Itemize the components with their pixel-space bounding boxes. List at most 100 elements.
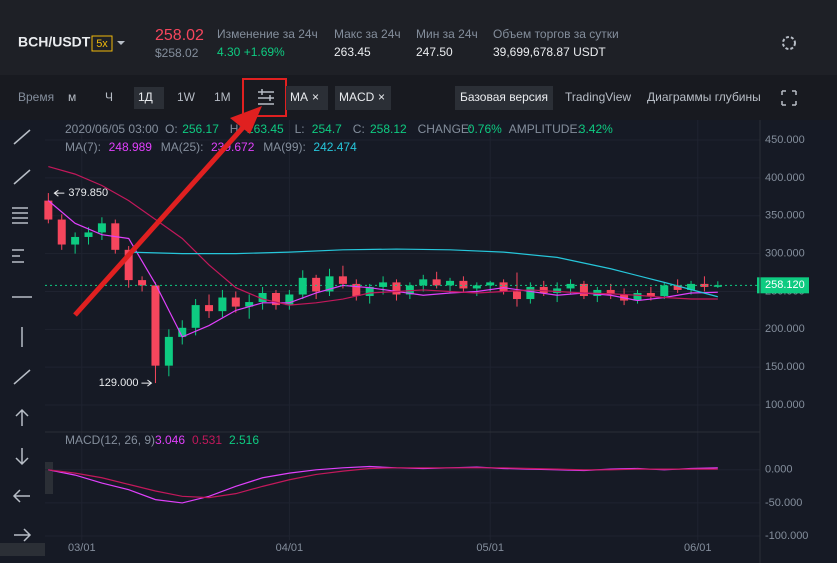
info-value: 263.45 bbox=[247, 122, 284, 136]
candle-body bbox=[472, 285, 481, 289]
annotation-arrow bbox=[141, 379, 153, 387]
fullscreen-icon[interactable] bbox=[781, 90, 797, 106]
macd-label: MACD(12, 26, 9) bbox=[65, 433, 155, 447]
info-key: O: bbox=[165, 122, 178, 136]
candle-body bbox=[138, 280, 147, 286]
last-price-tag bbox=[757, 277, 809, 294]
view-tab[interactable]: Диаграммы глубины bbox=[647, 90, 761, 104]
candle-body bbox=[486, 282, 495, 286]
interval-selected-bg bbox=[134, 87, 164, 109]
ma-line bbox=[47, 200, 718, 338]
y-tick-label: 100.000 bbox=[765, 399, 805, 411]
candle-body bbox=[245, 302, 254, 307]
indicator-tag-bg bbox=[286, 86, 328, 110]
candle-body bbox=[700, 283, 709, 287]
candle-body bbox=[566, 283, 575, 289]
last-price-label: 258.120 bbox=[765, 279, 805, 291]
stat-label: Мин за 24ч bbox=[416, 27, 478, 41]
info-value: 256.17 bbox=[182, 122, 219, 136]
indicator-icon[interactable] bbox=[258, 89, 274, 105]
stat-label: Изменение за 24ч bbox=[217, 27, 318, 41]
interval[interactable]: Ч bbox=[105, 90, 113, 104]
leverage-box[interactable] bbox=[91, 35, 113, 52]
arrow-shaft bbox=[73, 121, 249, 317]
candle-body bbox=[512, 291, 521, 300]
stat-value: 247.50 bbox=[416, 45, 453, 59]
panel-toggle[interactable] bbox=[45, 462, 53, 494]
candle-body bbox=[312, 277, 321, 292]
indicator-tag[interactable]: MACD bbox=[339, 90, 375, 104]
remove-icon[interactable]: × bbox=[312, 90, 319, 104]
y-tick-label: -50.000 bbox=[765, 497, 802, 509]
stat-value: 4.30 +1.69% bbox=[217, 45, 285, 59]
view-tab[interactable]: Базовая версия bbox=[460, 90, 548, 104]
indicator-tag[interactable]: MA bbox=[290, 90, 308, 104]
tool-ray[interactable] bbox=[13, 169, 31, 185]
dropdown[interactable] bbox=[117, 41, 125, 45]
candle-body bbox=[218, 297, 227, 312]
tool-up[interactable] bbox=[15, 408, 29, 426]
candle-body bbox=[392, 282, 401, 295]
x-tick-label: 03/01 bbox=[68, 542, 96, 554]
stat-value: 39,699,678.87 USDT bbox=[493, 45, 606, 59]
chart-bg bbox=[0, 120, 837, 563]
remove-icon[interactable]: × bbox=[378, 90, 385, 104]
ma-value: 248.989 bbox=[109, 140, 153, 154]
candle-body bbox=[97, 223, 106, 233]
candle-body bbox=[258, 292, 267, 303]
tool-line[interactable] bbox=[13, 129, 31, 145]
tool-fib[interactable] bbox=[12, 207, 28, 224]
pair[interactable]: BCH/USDT bbox=[18, 34, 91, 50]
info-key: CHANGE: bbox=[418, 122, 473, 136]
candle-body bbox=[191, 305, 200, 328]
candle-body bbox=[271, 292, 280, 306]
view-selected-bg bbox=[455, 86, 553, 110]
x-tick-label: 06/01 bbox=[684, 542, 712, 554]
y-tick-label: -100.000 bbox=[765, 530, 808, 542]
view-tab[interactable]: TradingView bbox=[565, 90, 631, 104]
candle-body bbox=[633, 292, 642, 301]
candle-body bbox=[338, 276, 347, 284]
y-tick-label: 450.000 bbox=[765, 134, 805, 146]
info-value: 258.12 bbox=[370, 122, 407, 136]
info-value: 3.42% bbox=[579, 122, 613, 136]
candle-body bbox=[553, 288, 562, 293]
collapse-btn[interactable] bbox=[0, 543, 45, 556]
settings-icon[interactable] bbox=[782, 36, 796, 50]
info-key: L: bbox=[295, 122, 305, 136]
candle-body bbox=[646, 292, 655, 297]
ma-value: 242.474 bbox=[313, 140, 357, 154]
candle-body bbox=[325, 276, 334, 292]
candle-body bbox=[164, 336, 173, 366]
candle-body bbox=[526, 286, 535, 300]
ma-line bbox=[128, 248, 718, 298]
candle-body bbox=[151, 285, 160, 366]
macd-value: 3.046 bbox=[155, 433, 185, 447]
stat-label: Объем торгов за сутки bbox=[493, 27, 619, 41]
leverage[interactable]: 5x bbox=[96, 38, 108, 50]
price-usd: $258.02 bbox=[155, 46, 199, 60]
y-tick-label: 200.000 bbox=[765, 323, 805, 335]
candle-body bbox=[379, 282, 388, 287]
info-key: AMPLITUDE: bbox=[509, 122, 581, 136]
interval[interactable]: 1Д bbox=[138, 90, 153, 104]
candle-body bbox=[205, 305, 214, 312]
macd-value: 0.531 bbox=[192, 433, 222, 447]
y-tick-label: 300.000 bbox=[765, 248, 805, 260]
stat-label: Макс за 24ч bbox=[334, 27, 401, 41]
candle-body bbox=[71, 236, 80, 245]
candle-body bbox=[405, 285, 414, 295]
tool-right[interactable] bbox=[14, 528, 32, 542]
candle-body bbox=[660, 285, 669, 297]
tool-pattern[interactable] bbox=[12, 249, 24, 263]
stat-value: 263.45 bbox=[334, 45, 371, 59]
tool-path[interactable] bbox=[13, 369, 31, 385]
interval[interactable]: 1W bbox=[177, 90, 196, 104]
interval[interactable]: м bbox=[68, 90, 76, 104]
tool-left[interactable] bbox=[12, 489, 30, 503]
candle-body bbox=[673, 285, 682, 290]
tool-down[interactable] bbox=[15, 448, 29, 466]
interval[interactable]: 1M bbox=[214, 90, 231, 104]
y-tick-label: 400.000 bbox=[765, 172, 805, 184]
header-bg bbox=[0, 0, 837, 75]
